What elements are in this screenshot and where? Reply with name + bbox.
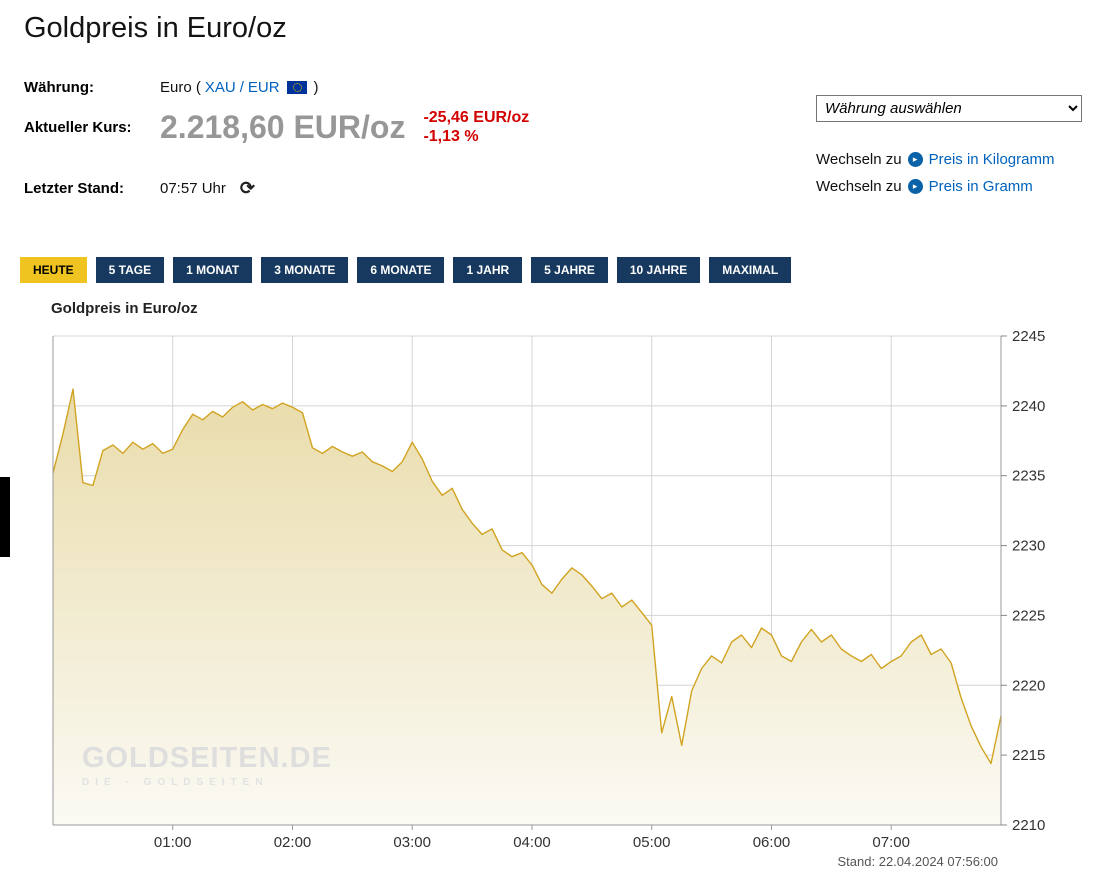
currency-label: Währung: [24,79,94,96]
tab-1-jahr[interactable]: 1 JAHR [453,257,523,283]
tab-heute[interactable]: HEUTE [20,257,87,283]
arrow-circle-icon: ▸ [907,179,923,194]
svg-text:2210: 2210 [1012,817,1045,834]
svg-text:04:00: 04:00 [513,834,551,851]
currency-value: Euro ( XAU / EUR ) [160,79,319,96]
svg-text:2220: 2220 [1012,677,1045,694]
svg-text:2215: 2215 [1012,747,1045,764]
tab-5-jahre[interactable]: 5 JAHRE [531,257,608,283]
price-change-block: -25,46 EUR/oz -1,13 % [423,108,529,146]
chart-title: Goldpreis in Euro/oz [51,300,198,317]
switch-prefix: Wechseln zu [816,151,902,168]
page-title: Goldpreis in Euro/oz [24,12,287,44]
switch-prefix: Wechseln zu [816,178,902,195]
svg-text:2245: 2245 [1012,328,1045,345]
tab-maximal[interactable]: MAXIMAL [709,257,792,283]
link-price-in-kilogram[interactable]: Preis in Kilogramm [928,151,1055,168]
current-price-row: Aktueller Kurs: 2.218,60 EUR/oz -25,46 E… [24,108,529,146]
svg-text:07:00: 07:00 [872,834,910,851]
price-change-absolute: -25,46 EUR/oz [423,109,530,126]
currency-link-eur[interactable]: EUR [247,79,280,96]
svg-text:2230: 2230 [1012,538,1045,555]
arrow-circle-icon: ▸ [907,152,923,167]
svg-text:02:00: 02:00 [274,834,312,851]
chart-section: Goldpreis in Euro/oz 2210 2215 2220 2225 223… [20,300,1100,862]
svg-text:06:00: 06:00 [753,834,791,851]
currency-select[interactable]: Währung auswählen [816,95,1082,122]
currency-prefix: Euro ( [160,79,201,96]
svg-text:03:00: 03:00 [393,834,431,851]
currency-row: Währung: Euro ( XAU / EUR ) [24,79,319,96]
refresh-icon[interactable]: ⟳ [239,178,255,198]
currency-suffix: ) [313,79,319,96]
current-price-value: 2.218,60 EUR/oz [160,108,406,145]
svg-text:05:00: 05:00 [633,834,671,851]
svg-text:2225: 2225 [1012,607,1045,624]
current-price-label: Aktueller Kurs: [24,118,132,136]
tab-3-monate[interactable]: 3 MONATE [261,257,349,283]
chart-timestamp: Stand: 22.04.2024 07:56:00 [837,854,998,869]
price-change-percent: -1,13 % [423,128,479,146]
svg-text:2235: 2235 [1012,468,1045,485]
left-edge-artifact [0,477,10,557]
link-price-in-gram[interactable]: Preis in Gramm [928,178,1033,195]
right-panel: Währung auswählen Wechseln zu ▸ Preis in… [816,95,1082,195]
svg-text:01:00: 01:00 [154,834,192,851]
tab-6-monate[interactable]: 6 MONATE [357,257,445,283]
eu-flag-stars [292,83,302,92]
last-update-row: Letzter Stand: 07:57 Uhr ⟳ [24,178,255,199]
time-range-tabs: HEUTE 5 TAGE 1 MONAT 3 MONATE 6 MONATE 1… [20,257,792,283]
switch-to-kilogram-row: Wechseln zu ▸ Preis in Kilogramm [816,151,1082,168]
tab-1-monat[interactable]: 1 MONAT [173,257,253,283]
eu-flag-icon [286,81,307,94]
tab-10-jahre[interactable]: 10 JAHRE [616,257,701,283]
currency-link-xau[interactable]: XAU [204,79,236,96]
switch-to-gram-row: Wechseln zu ▸ Preis in Gramm [816,178,1082,195]
last-update-label: Letzter Stand: [24,180,125,197]
currency-link-separator: / [239,79,244,96]
svg-text:2240: 2240 [1012,398,1045,415]
price-chart[interactable]: 2210 2215 2220 2225 2230 2235 2240 2245 01:00 02:… [20,320,1100,865]
tab-5-tage[interactable]: 5 TAGE [95,257,165,283]
last-update-value: 07:57 Uhr [160,180,226,197]
